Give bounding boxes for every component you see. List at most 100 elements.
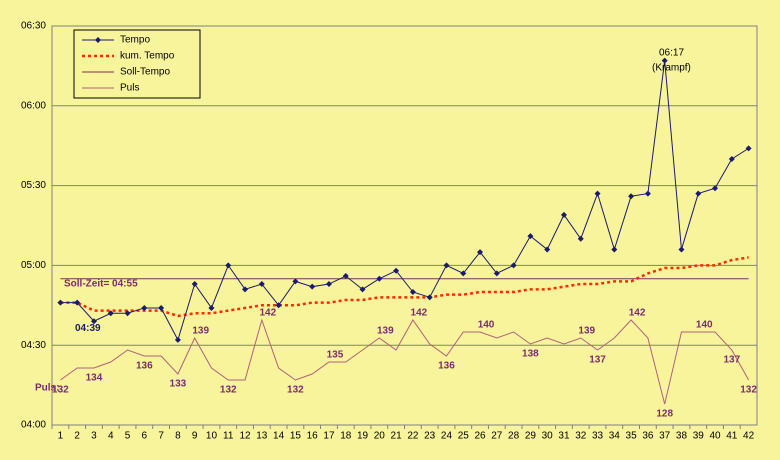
data-point: [460, 270, 467, 277]
data-point: [544, 246, 551, 253]
data-label: 140: [696, 320, 713, 331]
data-point: [745, 145, 752, 152]
x-tick-label: 17: [323, 431, 335, 442]
data-point: [376, 275, 383, 282]
x-tick-label: 3: [91, 431, 97, 442]
x-tick-label: 11: [223, 431, 234, 442]
x-tick-label: 28: [508, 431, 520, 442]
x-tick-label: 20: [374, 431, 386, 442]
x-tick-label: 10: [206, 431, 218, 442]
data-point: [225, 262, 232, 269]
data-point: [191, 281, 198, 288]
data-point: [275, 302, 282, 309]
x-tick-label: 41: [726, 431, 738, 442]
data-point: [107, 310, 114, 317]
data-label: 132: [740, 385, 757, 396]
legend-label: Soll-Tempo: [120, 67, 170, 78]
legend-label: Puls: [120, 83, 139, 94]
data-label: 139: [578, 326, 595, 337]
data-point: [325, 281, 332, 288]
x-tick-label: 29: [525, 431, 537, 442]
x-tick-label: 39: [693, 431, 705, 442]
x-tick-label: 37: [659, 431, 671, 442]
data-point: [644, 190, 651, 197]
annotation: 04:39: [75, 323, 101, 334]
x-tick-label: 15: [290, 431, 302, 442]
legend-label: Tempo: [120, 35, 150, 46]
data-label: 136: [438, 361, 455, 372]
data-label: 140: [478, 320, 495, 331]
data-point: [124, 310, 131, 317]
data-label: 138: [522, 349, 539, 360]
data-point: [309, 283, 316, 290]
series-line: [60, 60, 749, 342]
x-tick-label: 13: [256, 431, 268, 442]
x-tick-label: 36: [642, 431, 654, 442]
data-label: 133: [170, 379, 187, 390]
data-point: [493, 270, 500, 277]
data-point: [527, 233, 534, 240]
y-tick-label: 06:00: [21, 100, 46, 111]
data-point: [661, 57, 668, 64]
x-tick-label: 25: [458, 431, 470, 442]
y-tick-label: 04:30: [21, 340, 46, 351]
x-tick-label: 40: [709, 431, 721, 442]
data-point: [594, 190, 601, 197]
data-point: [242, 286, 249, 293]
legend-marker: [95, 37, 101, 43]
data-point: [728, 156, 735, 162]
data-label: 142: [259, 308, 276, 319]
x-tick-label: 34: [609, 431, 621, 442]
data-point: [393, 267, 400, 274]
data-label: 139: [377, 326, 394, 337]
data-point: [678, 246, 685, 253]
x-tick-label: 32: [575, 431, 587, 442]
legend: Tempo kum. Tempo Soll-Tempo Puls: [73, 29, 201, 99]
legend-label: kum. Tempo: [120, 51, 175, 62]
x-tick-label: 5: [125, 431, 131, 442]
data-point: [695, 190, 702, 197]
annotation: 06:17: [659, 48, 684, 59]
x-tick-label: 26: [474, 431, 486, 442]
data-point: [74, 299, 81, 306]
data-label: 132: [220, 385, 237, 396]
x-tick-label: 27: [491, 431, 503, 442]
y-tick-label: 05:00: [21, 260, 46, 271]
series-line: [60, 256, 749, 318]
data-point: [141, 304, 148, 311]
annotation: Soll-Zeit= 04:55: [64, 278, 138, 289]
data-point: [611, 246, 618, 253]
y-tick-label: 04:00: [21, 420, 46, 431]
data-point: [628, 193, 635, 200]
y-tick-label: 05:30: [21, 180, 46, 191]
data-point: [158, 304, 165, 311]
x-tick-label: 4: [108, 431, 114, 442]
data-point: [409, 289, 416, 295]
data-point: [560, 211, 567, 218]
x-tick-label: 1: [58, 431, 64, 442]
legend-box: [73, 29, 201, 99]
data-point: [443, 262, 450, 269]
x-tick-label: 31: [558, 431, 570, 442]
data-label: 134: [86, 373, 103, 384]
x-tick-label: 8: [175, 431, 181, 442]
x-tick-label: 33: [592, 431, 604, 442]
x-tick-label: 21: [391, 431, 403, 442]
x-tick-label: 23: [424, 431, 436, 442]
data-point: [208, 304, 215, 311]
x-tick-label: 42: [743, 431, 755, 442]
data-point: [292, 278, 299, 285]
data-point: [342, 273, 349, 280]
x-tick-label: 38: [676, 431, 688, 442]
x-tick-label: 2: [74, 431, 80, 442]
data-point: [258, 281, 265, 288]
data-point: [712, 185, 719, 192]
data-label: 142: [629, 308, 646, 319]
data-point: [359, 286, 366, 293]
series-line: [60, 318, 750, 405]
data-label: 136: [136, 361, 153, 372]
y-tick-label: 06:30: [21, 21, 46, 32]
data-label: 132: [287, 385, 304, 396]
data-point: [577, 235, 584, 242]
